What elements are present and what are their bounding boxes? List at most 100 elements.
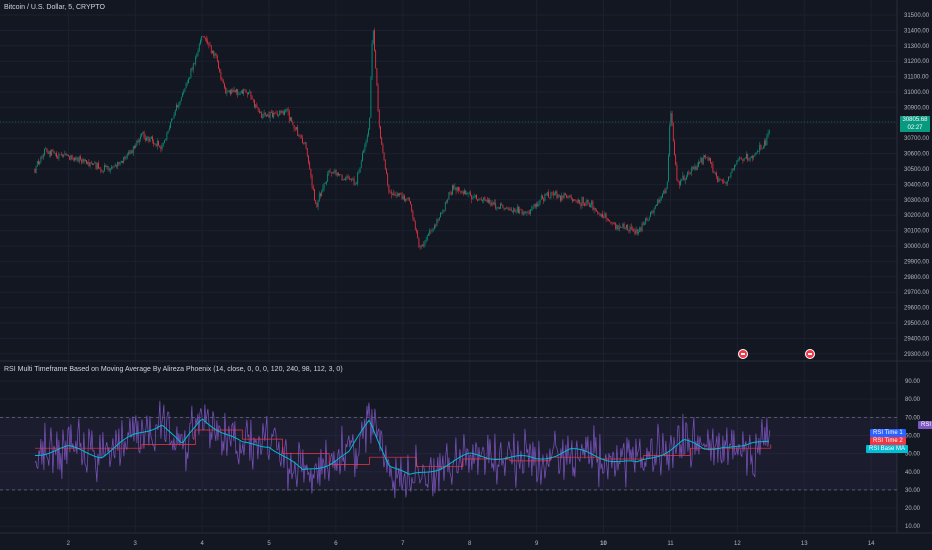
candle-body [269,111,271,118]
candle-body [442,209,444,213]
candle-body [736,161,738,165]
countdown-value: 02:27 [907,125,923,131]
candle-body [304,142,306,144]
candle-body [209,45,211,46]
candle-body [498,207,500,209]
candle-body [742,159,744,161]
candle-body [726,180,728,184]
candle-body [190,68,192,78]
candle-body [416,229,417,232]
candle-body [60,154,62,156]
candle-body [603,217,605,218]
candle-body [651,211,653,213]
candle-body [569,195,571,197]
candle-body [419,246,421,248]
candle-body [464,190,465,194]
time-axis-label: 13 [801,541,808,547]
candle-body [382,144,384,153]
candle-body [676,164,678,181]
candle-body [273,112,275,118]
candle-body [99,168,101,170]
candle-body [255,104,257,107]
price-axis-label: 30000.00 [904,244,930,250]
candle-body [650,212,651,217]
candle-body [620,227,621,228]
candle-body [665,188,667,194]
candle-body [420,246,422,248]
candle-body [234,89,236,93]
candle-body [69,156,71,160]
candle-body [106,165,108,168]
candle-body [666,181,668,189]
candle-body [231,89,233,94]
candle-body [308,155,309,163]
candle-body [52,149,54,152]
candle-body [545,194,547,196]
candle-body [270,111,272,113]
candle-body [486,199,488,203]
event-badge-1[interactable] [738,349,748,359]
candle-body [323,183,325,189]
rsi-axis-label: 60.00 [905,433,921,439]
candle-body [622,223,624,228]
candle-body [82,159,84,163]
candle-body [309,162,311,169]
candle-body [170,122,171,129]
candle-body [341,174,343,181]
candle-body [245,89,247,93]
candle-body [668,155,669,182]
candle-body [514,208,516,213]
candle-body [618,227,620,230]
candle-body [213,50,215,56]
candle-body [261,112,263,119]
candle-body [392,194,393,195]
candle-body [138,139,140,143]
candle-body [164,140,165,143]
candle-body [287,108,289,112]
candle-body [585,205,587,207]
candle-body [528,212,530,214]
candle-body [335,170,337,176]
candle-body [675,155,677,165]
candle-body [51,149,53,156]
candle-body [195,56,197,64]
time-axis-label: 9 [535,541,539,547]
candle-body [440,212,441,218]
candle-body [226,91,228,94]
candle-body [459,190,461,191]
candle-body [68,154,69,157]
current-price-label: 30805.68 02:27 [900,116,930,132]
candle-body [329,170,331,173]
candle-body [246,92,248,95]
candle-body [290,117,291,121]
candle-body [56,152,57,157]
candle-body [130,150,132,154]
candle-body [306,148,308,156]
candle-body [566,195,567,198]
event-badge-2[interactable] [805,349,815,359]
candle-body [35,166,37,173]
candle-body [477,199,479,201]
rsi-axis-label: 30.00 [905,488,921,494]
candle-body [730,172,732,178]
candle-body [387,173,389,185]
candle-body [711,162,713,164]
candle-body [326,181,327,184]
price-axis-label: 30500.00 [904,167,930,173]
candle-body [358,172,360,174]
candle-body [366,135,368,141]
candle-body [194,63,195,64]
candle-body [526,211,528,213]
candle-body [110,168,111,170]
candle-body [381,137,383,145]
candle-body [422,244,423,247]
candle-body [346,176,348,178]
candle-body [614,222,615,224]
candle-body [573,199,575,202]
candle-body [740,157,741,159]
candle-body [356,183,357,185]
candle-body [405,198,407,201]
candle-body [186,83,188,84]
candle-body [338,173,339,176]
